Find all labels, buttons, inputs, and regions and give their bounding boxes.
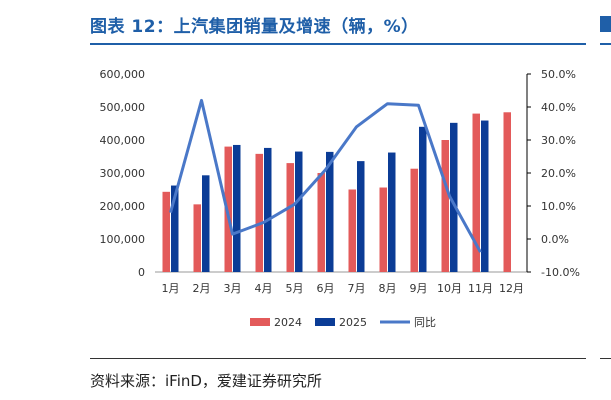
x-tick-label: 4月 (255, 282, 273, 295)
bar-2025 (357, 161, 365, 272)
bar-2024 (255, 153, 263, 272)
x-tick-label: 3月 (224, 282, 242, 295)
bar-2025 (481, 120, 489, 272)
right-tick-label: 0.0% (541, 233, 569, 246)
x-tick-label: 1月 (162, 282, 180, 295)
axes: 600,000 500,000 400,000 300,000 200,000 100,0… (100, 68, 580, 295)
source-note: 资料来源：iFinD，爱建证券研究所 (90, 372, 322, 390)
x-tick-label: 2月 (193, 282, 211, 295)
right-tick-label: -10.0% (541, 266, 580, 279)
bar-2025 (264, 147, 272, 272)
legend-label-2024: 2024 (274, 316, 302, 329)
left-tick-label: 100,000 (100, 233, 146, 246)
x-tick-label: 11月 (468, 282, 493, 295)
x-tick-label: 12月 (499, 282, 524, 295)
right-tick-label: 20.0% (541, 167, 576, 180)
legend: 2024 2025 同比 (250, 316, 436, 329)
bar-2024 (162, 191, 170, 272)
right-tick-label: 10.0% (541, 200, 576, 213)
left-tick-label: 300,000 (100, 167, 146, 180)
x-tick-label: 7月 (348, 282, 366, 295)
bar-2024 (410, 168, 418, 272)
bar-2025 (171, 185, 179, 272)
right-tick-label: 30.0% (541, 134, 576, 147)
bar-2025 (326, 151, 334, 272)
x-tick-label: 9月 (410, 282, 428, 295)
left-tick-label: 400,000 (100, 134, 146, 147)
bar-2024 (472, 113, 480, 272)
right-tick-label: 40.0% (541, 101, 576, 114)
x-tick-label: 5月 (286, 282, 304, 295)
x-tick-label: 6月 (317, 282, 335, 295)
bar-2024 (193, 204, 201, 272)
bars (162, 112, 511, 272)
bar-2024 (286, 163, 294, 272)
left-tick-label: 500,000 (100, 101, 146, 114)
bar-2025 (419, 126, 427, 272)
adjacent-source-rule (600, 358, 611, 359)
legend-swatch-2024 (250, 318, 270, 326)
legend-label-2025: 2025 (339, 316, 367, 329)
bar-2025 (450, 122, 458, 272)
bar-2025 (202, 175, 210, 272)
yoy-line-layer (169, 98, 482, 253)
bar-2024 (348, 189, 356, 272)
legend-swatch-2025 (315, 318, 335, 326)
right-tick-label: 50.0% (541, 68, 576, 81)
left-tick-label: 0 (138, 266, 145, 279)
chart-title: 图表 12：上汽集团销量及增速（辆，%） (90, 17, 419, 37)
bar-2024 (379, 187, 387, 272)
source-rule (90, 358, 586, 359)
bar-2024 (441, 140, 449, 272)
legend-label-yoy: 同比 (414, 316, 436, 329)
bar-2025 (295, 151, 303, 272)
x-tick-label: 8月 (379, 282, 397, 295)
bar-2024 (503, 112, 511, 272)
title-rule (90, 43, 586, 45)
adjacent-title-fragment (600, 16, 611, 32)
bar-2025 (233, 144, 241, 272)
bar-2024 (317, 173, 325, 272)
left-tick-label: 600,000 (100, 68, 146, 81)
yoy-line (169, 98, 482, 253)
adjacent-title-rule (600, 43, 611, 45)
x-tick-label: 10月 (437, 282, 462, 295)
bar-2025 (388, 152, 396, 272)
left-tick-label: 200,000 (100, 200, 146, 213)
